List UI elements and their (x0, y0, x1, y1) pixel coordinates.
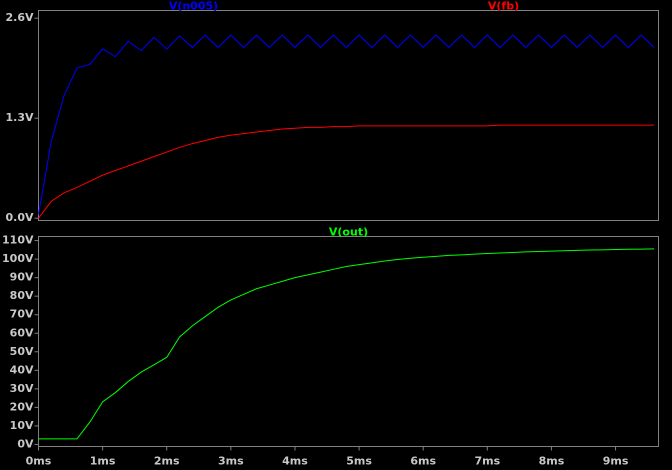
x-tick-label: 0ms (26, 455, 52, 468)
x-tick-label: 5ms (346, 455, 372, 468)
legend-label: V(fb) (488, 0, 519, 13)
trace (38, 248, 655, 440)
y-tick-label: 50V (10, 345, 34, 358)
y-tick-label: 100V (2, 252, 34, 265)
y-tick-label: 10V (10, 419, 34, 432)
legend-label: V(n005) (169, 0, 218, 13)
y-tick-label: 90V (10, 271, 34, 284)
y-tick-label: 80V (10, 289, 34, 302)
y-tick-label: 1.3V (6, 111, 34, 124)
y-tick-label: 0.0V (6, 211, 34, 224)
plot-frame-bottom (38, 236, 659, 447)
y-tick-label: 60V (10, 326, 34, 339)
plot-frame-top (38, 10, 659, 221)
trace (38, 124, 655, 219)
legend-label: V(out) (329, 226, 368, 239)
x-tick-label: 2ms (154, 455, 180, 468)
x-tick-label: 8ms (539, 455, 565, 468)
x-tick-label: 1ms (90, 455, 116, 468)
x-tick-label: 6ms (410, 455, 436, 468)
x-tick-label: 7ms (474, 455, 500, 468)
y-tick-label: 30V (10, 382, 34, 395)
y-tick-label: 40V (10, 363, 34, 376)
y-tick-label: 70V (10, 308, 34, 321)
x-tick-label: 3ms (218, 455, 244, 468)
trace (38, 34, 655, 215)
y-tick-label: 20V (10, 400, 34, 413)
y-tick-label: 0V (17, 437, 34, 450)
y-tick-label: 110V (2, 234, 34, 247)
y-tick-label: 2.6V (6, 11, 34, 24)
x-tick-label: 4ms (282, 455, 308, 468)
x-tick-label: 9ms (603, 455, 629, 468)
